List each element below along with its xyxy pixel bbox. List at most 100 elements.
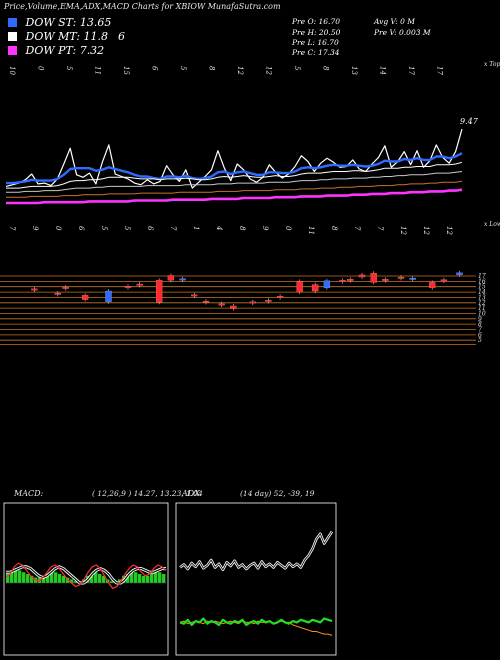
macd-histogram-bar <box>146 575 150 583</box>
legend-swatch-dow-mt <box>8 32 17 41</box>
price-top-tick-label: 11 <box>94 66 102 75</box>
adx-params: (14 day) 52, -39, 19 <box>240 489 315 498</box>
candle <box>105 290 112 302</box>
price-top-tick-label: 8 <box>322 66 330 71</box>
macd-histogram-bar <box>142 575 146 583</box>
adx-title: ADX <box>181 489 200 498</box>
legend-item-dow-st: DOW ST: 13.65 <box>8 16 111 29</box>
candle <box>230 305 237 309</box>
volume-top-tick-label: 5 <box>123 226 131 231</box>
candle <box>81 295 89 300</box>
volume-top-tick-label: 6 <box>146 226 154 231</box>
candle <box>249 301 256 304</box>
stat-avg-volume: Avg V: 0 M <box>374 17 415 26</box>
macd-histogram-bar <box>130 572 134 583</box>
volume-right-tick-label: 7 <box>478 327 482 334</box>
macd-histogram-bar <box>138 574 142 583</box>
price-top-tick-label: 5 <box>65 66 73 71</box>
dow-st-line <box>6 152 463 185</box>
candle <box>54 292 61 295</box>
volume-top-tick-label: 12 <box>399 226 407 235</box>
macd-histogram-bar <box>94 572 98 583</box>
macd-histogram-bar <box>42 575 46 583</box>
candle <box>179 278 186 281</box>
volume-top-tick-label: 9 <box>31 226 39 231</box>
macd-params: ( 12,26,9 ) 14.27, 13.23, 1.04 <box>92 489 203 498</box>
macd-histogram-bar <box>30 575 34 583</box>
volume-top-tick-label: 8 <box>238 226 246 231</box>
macd-histogram-bar <box>58 574 62 583</box>
volume-top-tick-label: 12 <box>445 226 453 235</box>
volume-right-tick-label: 13 <box>478 294 486 301</box>
price-top-tick-label: 10 <box>8 66 16 75</box>
price-top-tick-label: 15 <box>122 66 130 75</box>
volume-right-tick-label: 11 <box>478 305 486 312</box>
volume-right-tick-label: 14 <box>478 289 486 296</box>
price-right-label: x Tops <box>484 61 500 68</box>
volume-right-tick-label: 5 <box>478 337 482 344</box>
adx-panel: ADX (14 day) 52, -39, 19 <box>175 489 337 656</box>
candle <box>218 303 225 306</box>
candle <box>456 272 463 276</box>
candle <box>370 273 377 283</box>
volume-top-tick-label: 12 <box>422 226 430 235</box>
candle <box>397 276 405 279</box>
price-top-tick-label: 0 <box>37 66 45 71</box>
candle <box>409 277 416 280</box>
volume-top-tick-label: 5 <box>100 226 108 231</box>
volume-top-tick-label: 7 <box>8 226 16 231</box>
candle <box>167 275 175 281</box>
legend-label-dow-st: DOW ST: 13.65 <box>25 16 112 29</box>
volume-right-tick-label: 6 <box>478 332 482 339</box>
macd-histogram-bar <box>154 572 158 583</box>
candle <box>156 280 163 303</box>
macd-histogram-bar <box>50 572 54 583</box>
macd-histogram-bar <box>74 581 78 583</box>
macd-histogram-bar <box>10 572 14 583</box>
volume-right-label: x Lows <box>484 221 500 228</box>
macd-histogram-bar <box>134 572 138 583</box>
macd-histogram-bar <box>162 574 166 583</box>
candle <box>62 287 69 289</box>
macd-histogram-bar <box>90 574 94 583</box>
volume-right-tick-label: 15 <box>478 284 486 291</box>
ema-slow-line <box>6 180 463 198</box>
volume-top-tick-label: 11 <box>307 226 315 235</box>
stat-pre-low: Pre L: 16.70 <box>292 38 339 47</box>
macd-histogram-bar <box>26 574 30 583</box>
macd-histogram-bar <box>18 570 22 583</box>
macd-histogram-bar <box>126 574 130 583</box>
macd-histogram-bar <box>102 575 106 583</box>
stat-pre-volume: Pre V: 0.003 M <box>374 28 431 37</box>
volume-right-tick-label: 9 <box>478 316 482 323</box>
volume-right-tick-label: 12 <box>478 300 486 307</box>
price-last-value-label: 9.47 <box>460 117 479 126</box>
price-panel: 10 0 5 11 15 6 5 8 12 12 5 8 13 14 17 17 x Tops 9.47 <box>5 61 500 205</box>
stat-pre-open: Pre O: 16.70 <box>292 17 340 26</box>
price-top-tick-label: 13 <box>350 66 358 75</box>
price-top-tick-label: 5 <box>293 66 301 71</box>
volume-top-tick-label: 8 <box>330 226 338 231</box>
volume-top-tick-label: 4 <box>215 225 223 230</box>
macd-histogram-bar <box>62 575 66 583</box>
macd-histogram-bar <box>54 572 58 583</box>
price-top-tick-label: 6 <box>151 66 159 71</box>
candle <box>347 279 354 281</box>
volume-top-tick-label: 9 <box>261 226 269 231</box>
macd-histogram-bar <box>150 574 154 583</box>
volume-top-tick-label: 6 <box>77 226 85 231</box>
adx-frame <box>175 502 337 656</box>
volume-top-tick-label: 1 <box>192 226 200 230</box>
volume-top-tick-label: 0 <box>54 226 62 231</box>
candle <box>124 286 132 288</box>
candle <box>339 280 346 282</box>
price-top-tick-label: 12 <box>265 66 273 75</box>
macd-histogram-bar <box>98 574 102 583</box>
candle <box>382 279 389 281</box>
legend-swatch-dow-pt <box>8 46 17 55</box>
price-top-tick-label: 17 <box>436 66 444 75</box>
adx-plus-di-line <box>179 617 333 627</box>
macd-histogram-bar <box>46 574 50 583</box>
macd-panel: MACD: ( 12,26,9 ) 14.27, 13.23, 1.04 <box>3 489 203 656</box>
